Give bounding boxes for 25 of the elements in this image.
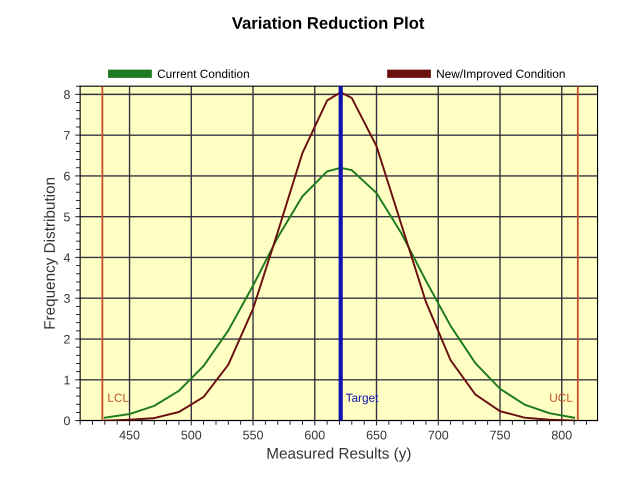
x-axis-title: Measured Results (y) bbox=[268, 447, 410, 462]
y-tick-label: 4 bbox=[64, 253, 70, 262]
y-tick-label: 1 bbox=[64, 376, 70, 384]
y-tick-label: 6 bbox=[64, 172, 70, 181]
x-tick-label: 450 bbox=[119, 430, 140, 440]
x-tick-label: 700 bbox=[428, 430, 448, 440]
y-tick-label: 2 bbox=[64, 334, 70, 344]
chart-title: Variation Reduction Plot bbox=[232, 16, 424, 29]
y-tick-label: 5 bbox=[64, 212, 70, 222]
x-tick-label: 600 bbox=[304, 430, 325, 440]
x-tick-label: 500 bbox=[181, 430, 202, 440]
y-tick-label: 7 bbox=[64, 131, 70, 140]
x-tick-label: 550 bbox=[243, 430, 263, 440]
y-tick-label: 8 bbox=[64, 90, 70, 100]
line-series bbox=[104, 166, 576, 419]
y-tick-label: 3 bbox=[64, 294, 70, 303]
x-tick-label: 800 bbox=[552, 430, 572, 440]
x-tick-label: 750 bbox=[490, 430, 510, 440]
y-tick-label: 0 bbox=[64, 416, 70, 426]
legend-label: Current Condition bbox=[158, 69, 249, 78]
x-tick-label: 650 bbox=[366, 430, 386, 440]
legend-label: New/Improved Condition bbox=[437, 69, 565, 80]
ref-line-label: LCL bbox=[108, 394, 129, 402]
line-series bbox=[104, 91, 576, 421]
y-axis-title: Frequency Distribution bbox=[44, 178, 58, 329]
